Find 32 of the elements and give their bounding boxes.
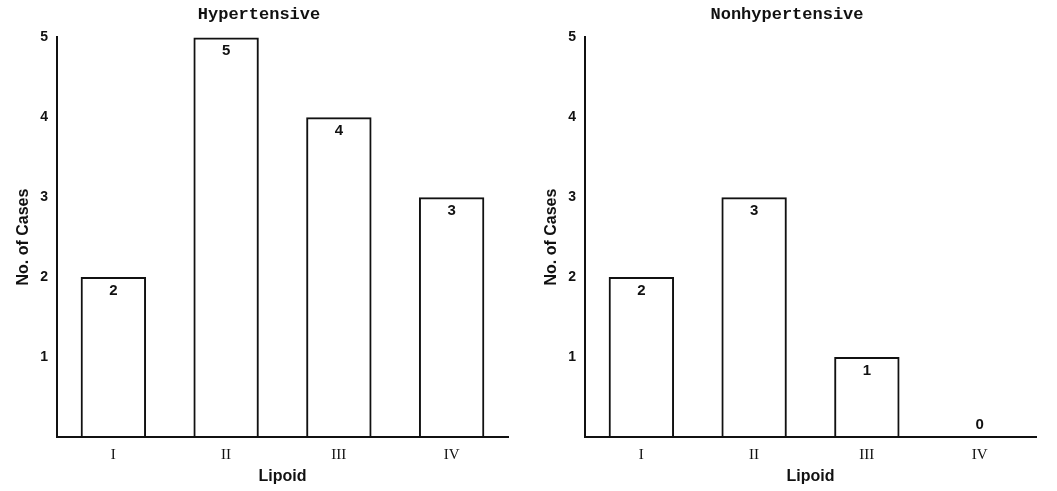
y-axis-title: No. of Cases xyxy=(14,188,32,286)
y-tick-label: 4 xyxy=(568,108,577,125)
y-tick-label: 1 xyxy=(40,347,49,364)
y-tick-label: 3 xyxy=(568,188,577,205)
x-tick-label: IV xyxy=(443,445,460,462)
data-label: 3 xyxy=(749,200,759,218)
x-axis-title: Lipoid xyxy=(786,466,835,484)
x-tick-label: IV xyxy=(971,445,988,462)
y-tick-label: 5 xyxy=(40,28,49,45)
x-tick-label: III xyxy=(859,445,875,462)
y-tick-label: 2 xyxy=(40,267,49,284)
y-tick-label: 1 xyxy=(568,347,577,364)
y-tick-label: 5 xyxy=(568,28,577,45)
x-tick-label: I xyxy=(638,445,644,462)
x-axis-title: Lipoid xyxy=(258,466,307,484)
data-label: 5 xyxy=(221,41,231,59)
y-axis-title: No. of Cases xyxy=(542,188,560,286)
y-tick-label: 4 xyxy=(40,108,49,125)
chart-title: Hypertensive xyxy=(197,5,321,25)
x-tick-label: II xyxy=(749,445,760,462)
x-tick-label: III xyxy=(331,445,347,462)
data-label: 3 xyxy=(447,200,456,218)
data-label: 1 xyxy=(862,360,872,378)
x-tick-label: II xyxy=(221,445,232,462)
data-label: 2 xyxy=(109,280,118,298)
y-tick-label: 3 xyxy=(40,188,49,205)
x-tick-label: I xyxy=(110,445,116,462)
data-label: 0 xyxy=(975,415,984,433)
data-label: 2 xyxy=(637,280,646,298)
chart-title: Nonhypertensive xyxy=(710,5,864,25)
y-tick-label: 2 xyxy=(568,267,577,284)
data-label: 4 xyxy=(334,120,344,138)
